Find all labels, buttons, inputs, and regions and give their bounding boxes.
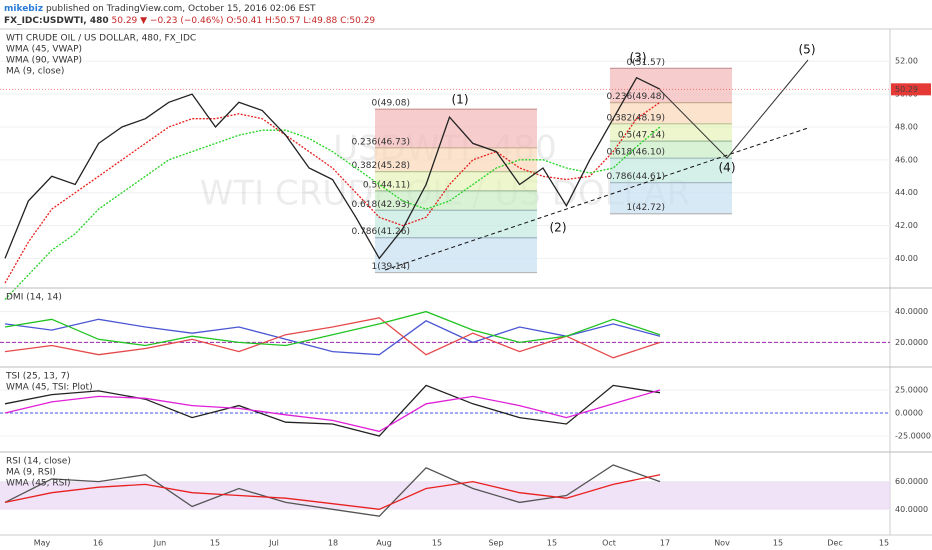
symbol: FX_IDC:USDWTI, 480 [4, 16, 109, 26]
y-tick-label: 60.0000 [895, 477, 928, 486]
pane-title: RSI (14, close) [6, 457, 71, 467]
x-tick-label: Jun [153, 539, 167, 548]
y-tick-label: 40.0000 [895, 307, 928, 316]
x-tick-label: 15 [210, 539, 220, 548]
series-line [4, 101, 661, 284]
series-line [4, 474, 661, 510]
legend-entry: WMA (45, TSI: Plot) [6, 383, 93, 393]
series-line [4, 317, 661, 359]
wave-label: (1) [452, 93, 469, 107]
last-price-tag [891, 83, 931, 96]
legend-entry: WMA (90, VWAP) [6, 56, 82, 66]
series-line [4, 126, 661, 300]
y-tick-label: -25.0000 [895, 431, 931, 440]
series-line [4, 389, 661, 433]
y-tick-label: 40.00 [895, 254, 918, 263]
x-tick-label: Oct [602, 539, 616, 548]
fib-band [375, 210, 537, 238]
ohlc: O:50.41 H:50.57 L:49.88 C:50.29 [226, 16, 375, 26]
change: 50.29 ▼ −0.23 (−0.46%) [112, 16, 224, 26]
fib-label: 0(51.57) [626, 58, 665, 68]
y-tick-label: 20.0000 [895, 338, 928, 347]
x-tick-label: 15 [773, 539, 783, 548]
last-price-label: 50.29 [895, 85, 918, 94]
wave-label: (5) [799, 43, 816, 57]
wave-label: (3) [630, 51, 647, 65]
x-tick-label: Dec [827, 539, 842, 548]
published: published on TradingView.com, October 15… [46, 4, 316, 14]
fib-label: 0.382(45.28) [351, 161, 410, 171]
fib-label: 1(42.72) [626, 203, 665, 213]
fib-label: 0.236(49.48) [606, 92, 665, 102]
pane-title: WTI CRUDE OIL / US DOLLAR, 480, FX_IDC [6, 34, 196, 44]
y-tick-label: 40.0000 [895, 505, 928, 514]
fib-label: 1(39.14) [371, 262, 410, 272]
fib-label: 0.236(46.73) [351, 137, 410, 147]
series-line [4, 318, 661, 356]
x-tick-label: Jul [268, 539, 279, 548]
wave-label: (2) [550, 221, 567, 235]
y-tick-label: 52.00 [895, 57, 918, 66]
pane-title: TSI (25, 13, 7) [5, 372, 70, 382]
fib-band [610, 102, 732, 124]
fib-label: 0.618(42.93) [351, 200, 410, 210]
series-line [4, 464, 661, 517]
x-tick-label: Nov [714, 539, 730, 548]
legend-entry: MA (9, close) [6, 67, 64, 77]
header-line2: FX_IDC:USDWTI, 480 50.29 ▼ −0.23 (−0.46%… [4, 16, 375, 26]
x-tick-label: 16 [93, 539, 103, 548]
fib-band [375, 109, 537, 148]
x-tick-label: 17 [660, 539, 670, 548]
x-tick-label: 18 [328, 539, 338, 548]
fib-band [610, 158, 732, 183]
x-tick-label: Sep [488, 539, 503, 548]
fib-label: 0.618(46.10) [606, 148, 665, 158]
fib-label: 0(49.08) [371, 99, 410, 109]
wave-label: (4) [719, 161, 736, 175]
y-tick-label: 0.0000 [895, 408, 923, 417]
fib-label: 0.5(44.11) [363, 180, 410, 190]
fib-label: 0.5(47.14) [618, 131, 665, 141]
y-tick-label: 46.00 [895, 155, 918, 164]
x-tick-label: 15 [547, 539, 557, 548]
series-line [4, 76, 661, 260]
series-line [4, 384, 661, 437]
fib-band [375, 237, 537, 273]
projection [659, 59, 809, 159]
user[interactable]: mikebiz [4, 4, 43, 14]
fib-label: 0.382(48.19) [606, 113, 665, 123]
legend-entry: MA (9, RSI) [6, 468, 56, 478]
fib-band [610, 141, 732, 159]
fib-band [375, 147, 537, 172]
y-tick-label: 25.0000 [895, 385, 928, 394]
y-tick-label: 48.00 [895, 122, 918, 131]
y-tick-label: 42.00 [895, 221, 918, 230]
x-tick-label: 15 [879, 539, 889, 548]
fib-band [610, 68, 732, 103]
legend-entry: WMA (45, VWAP) [6, 45, 82, 55]
x-tick-label: 15 [432, 539, 442, 548]
trend-line [384, 127, 809, 271]
series-line [4, 310, 661, 347]
fib-label: 0.786(41.26) [351, 227, 410, 237]
legend-entry: WMA (45, RSI) [6, 479, 71, 489]
x-tick-label: Aug [376, 539, 392, 548]
y-tick-label: 44.00 [895, 188, 918, 197]
fib-band [610, 123, 732, 142]
fib-label: 0.786(44.61) [606, 172, 665, 182]
fib-band [375, 171, 537, 191]
header-line1: mikebiz published on TradingView.com, Oc… [4, 4, 316, 14]
pane-title: DMI (14, 14) [6, 293, 62, 303]
x-tick-label: May [34, 539, 51, 548]
fib-band [610, 182, 732, 214]
